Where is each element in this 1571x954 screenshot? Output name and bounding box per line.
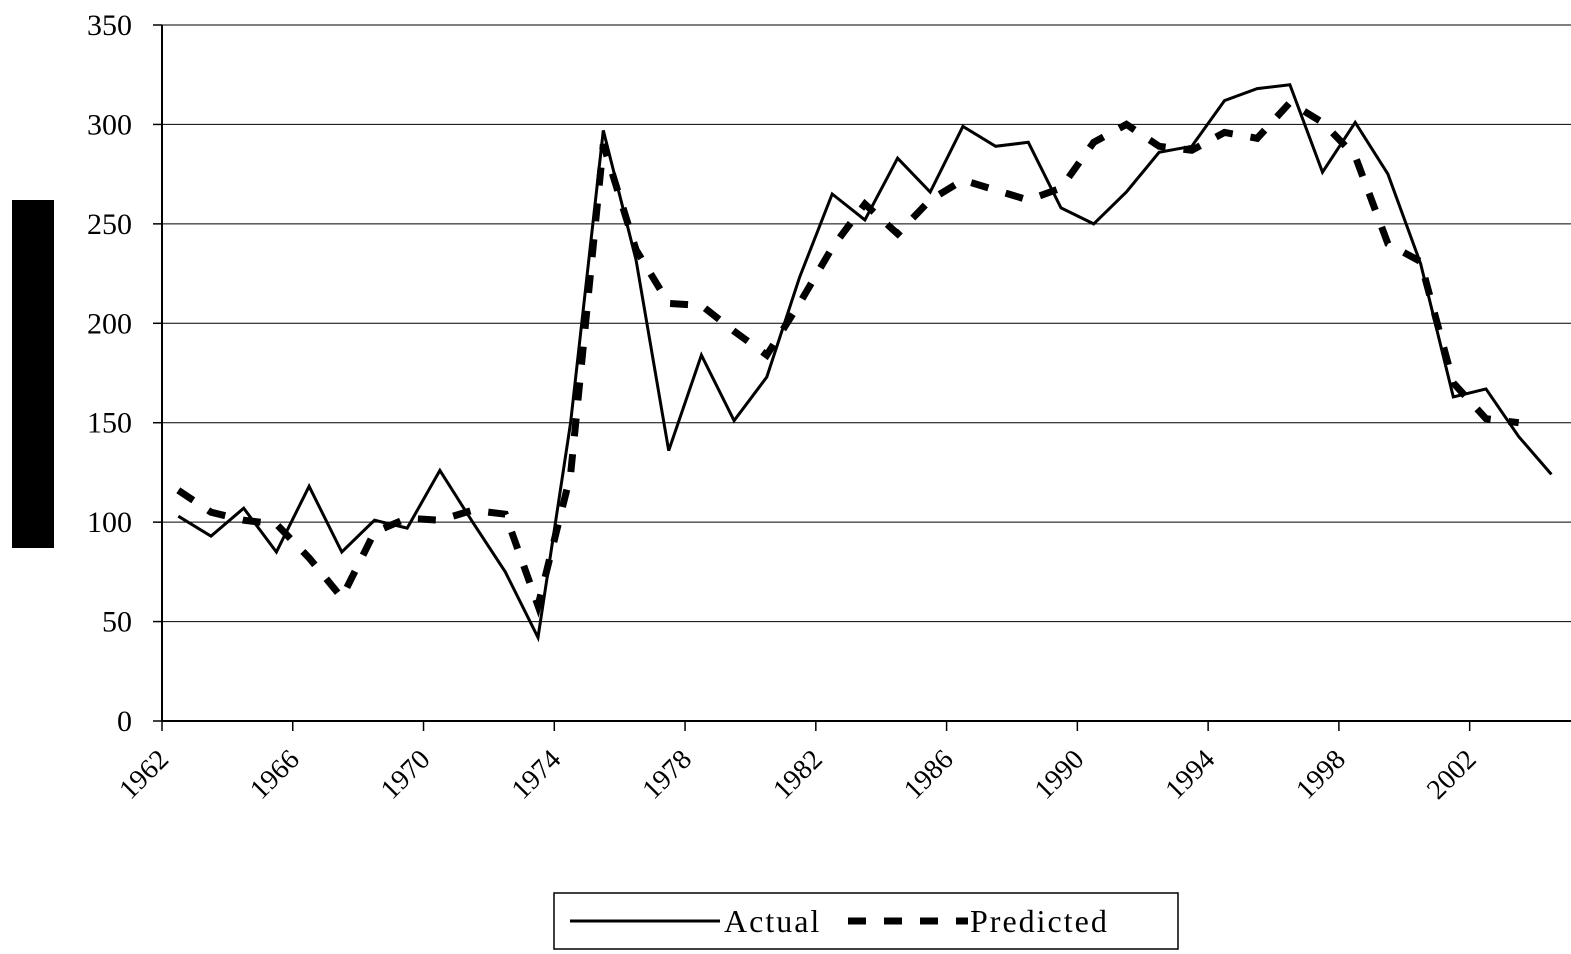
y-tick-label: 150: [87, 407, 132, 440]
legend-predicted-label: Predicted: [970, 903, 1109, 939]
y-axis: 0 50 100 150 200 250 300 350: [87, 9, 163, 738]
series-line-actual: [177, 83, 1553, 643]
y-tick-label: 200: [87, 307, 132, 340]
y-tick-label: 300: [87, 108, 132, 141]
y-axis-title-block: [12, 200, 54, 548]
y-tick-label: 100: [87, 506, 132, 539]
y-tick-label: 350: [87, 9, 132, 42]
series-layer: [176, 83, 1553, 643]
y-tick-label: 0: [117, 705, 132, 738]
y-tick-label: 50: [102, 606, 132, 639]
legend: Actual Predicted: [553, 892, 1179, 950]
y-tick-label: 250: [87, 208, 132, 241]
series-line-predicted: [176, 98, 1520, 618]
legend-actual-label: Actual: [724, 903, 821, 939]
